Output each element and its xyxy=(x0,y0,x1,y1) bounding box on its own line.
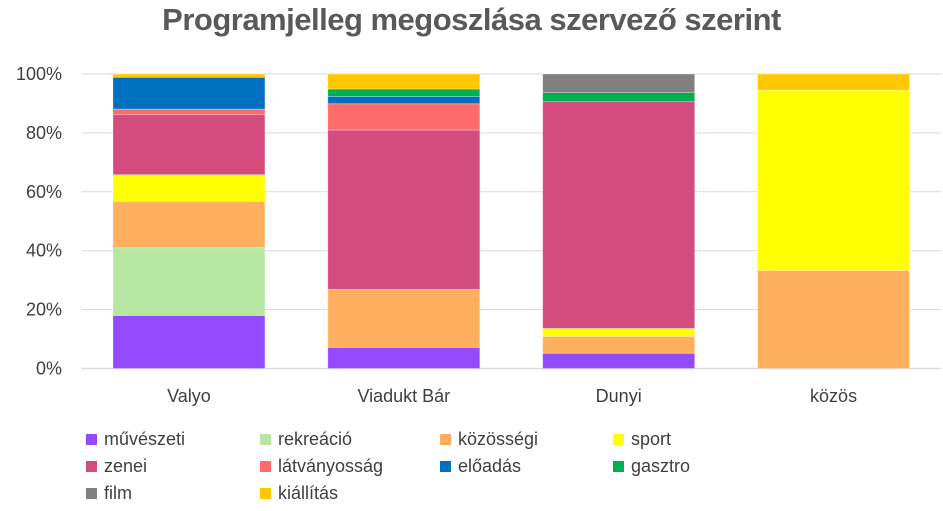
y-tick-label: 100% xyxy=(16,64,62,84)
legend-item: sport xyxy=(613,429,671,450)
legend-label: közösségi xyxy=(458,429,539,449)
bar-segment-zenei xyxy=(112,114,266,176)
legend-swatch xyxy=(440,434,451,445)
legend-item: zenei xyxy=(86,456,147,477)
y-tick-label: 20% xyxy=(26,300,62,320)
bar-segment-előadás xyxy=(112,76,266,110)
y-tick-label: 80% xyxy=(26,123,62,143)
bar-segment-zenei xyxy=(542,101,696,329)
legend-label: előadás xyxy=(458,456,522,476)
bar-segment-látványosság xyxy=(112,108,266,116)
bar-segment-közösségi xyxy=(757,270,910,369)
legend-label: látványosság xyxy=(278,456,384,476)
x-category-label: közös xyxy=(810,386,857,406)
legend-swatch xyxy=(260,488,271,499)
legend-swatch xyxy=(86,488,97,499)
legend-item: gasztro xyxy=(613,456,690,477)
bar-segment-gasztro xyxy=(542,92,696,103)
bar-segment-közösségi xyxy=(112,200,266,249)
bar-segment-sport xyxy=(542,328,696,337)
x-category-label: Dunyi xyxy=(596,386,642,406)
bar-segment-sport xyxy=(112,174,266,202)
legend-swatch xyxy=(440,461,451,472)
legend-swatch xyxy=(86,434,97,445)
bar-segment-gasztro xyxy=(327,88,481,97)
legend-item: rekreáció xyxy=(260,429,352,450)
bar-segment-művészeti xyxy=(542,352,696,369)
legend-swatch xyxy=(613,461,624,472)
legend-item: látványosság xyxy=(260,456,383,477)
bar-segment-látványosság xyxy=(327,103,481,131)
legend-label: zenei xyxy=(104,456,148,476)
legend-label: művészeti xyxy=(104,429,186,449)
bar-segment-film xyxy=(542,73,696,93)
y-tick-label: 40% xyxy=(26,241,62,261)
legend-swatch xyxy=(260,461,271,472)
legend-item: film xyxy=(86,483,132,504)
y-tick-label: 0% xyxy=(36,359,62,379)
bar-segment-zenei xyxy=(327,129,481,290)
legend-swatch xyxy=(613,434,624,445)
bar-segment-rekreáció xyxy=(112,247,266,316)
bar-segment-művészeti xyxy=(327,346,481,369)
legend-item: közösségi xyxy=(440,429,538,450)
x-category-label: Viadukt Bár xyxy=(357,386,450,406)
bar-segment-művészeti xyxy=(112,315,266,369)
legend-swatch xyxy=(260,434,271,445)
bar-segment-közösségi xyxy=(327,288,481,348)
x-category-label: Valyo xyxy=(167,386,211,406)
chart-title: Programjelleg megoszlása szervező szerin… xyxy=(162,2,781,37)
y-tick-label: 60% xyxy=(26,182,62,202)
legend-label: sport xyxy=(631,429,672,449)
legend-label: kiállítás xyxy=(278,483,339,503)
legend-swatch xyxy=(86,461,97,472)
legend-item: kiállítás xyxy=(260,483,338,504)
bar-segment-kiállítás xyxy=(112,73,266,78)
bar-segment-előadás xyxy=(327,96,481,105)
legend-item: művészeti xyxy=(86,429,185,450)
bar-segment-sport xyxy=(757,89,910,271)
legend-label: film xyxy=(104,483,132,503)
legend-label: rekreáció xyxy=(278,429,353,449)
bar-segment-kiállítás xyxy=(757,73,910,91)
bar-segment-kiállítás xyxy=(327,73,481,90)
legend-label: gasztro xyxy=(631,456,691,476)
legend-item: előadás xyxy=(440,456,521,477)
bar-segment-közösségi xyxy=(542,336,696,354)
